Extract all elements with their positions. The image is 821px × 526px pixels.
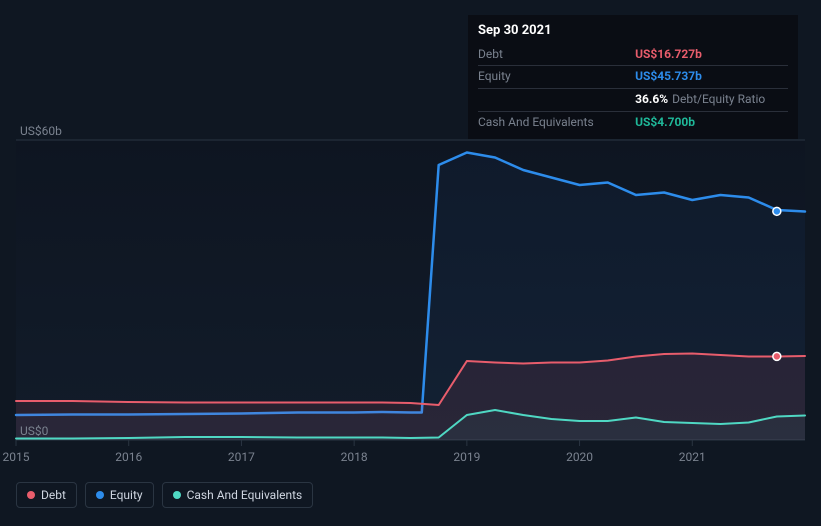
y-axis-label-min: US$0 <box>20 424 48 438</box>
legend-label: Cash And Equivalents <box>187 488 303 502</box>
tooltip-row-ratio: 36.6%Debt/Equity Ratio <box>478 89 788 112</box>
tooltip-value: 36.6%Debt/Equity Ratio <box>635 89 788 112</box>
tooltip-value: US$45.737b <box>635 66 788 89</box>
x-axis-tick-label: 2018 <box>341 450 368 464</box>
tooltip-table: Debt US$16.727b Equity US$45.737b 36.6%D… <box>478 44 788 133</box>
legend-label: Debt <box>41 488 66 502</box>
chart-tooltip: Sep 30 2021 Debt US$16.727b Equity US$45… <box>468 15 798 139</box>
x-axis-tick-label: 2021 <box>679 450 706 464</box>
legend-dot-icon <box>173 491 181 499</box>
x-axis-tick-label: 2019 <box>453 450 480 464</box>
tooltip-value: US$4.700b <box>635 111 788 133</box>
tooltip-row-debt: Debt US$16.727b <box>478 44 788 66</box>
x-axis-tick-label: 2015 <box>3 450 30 464</box>
legend-dot-icon <box>27 491 35 499</box>
legend-dot-icon <box>96 491 104 499</box>
y-axis-label-max: US$60b <box>20 124 62 138</box>
tooltip-ratio-label: Debt/Equity Ratio <box>668 92 765 106</box>
tooltip-key: Equity <box>478 66 635 89</box>
tooltip-ratio-value: 36.6% <box>635 92 668 106</box>
x-axis-tick-label: 2020 <box>566 450 593 464</box>
tooltip-title: Sep 30 2021 <box>478 21 788 44</box>
tooltip-key: Debt <box>478 44 635 66</box>
legend-item-debt[interactable]: Debt <box>16 482 77 508</box>
chart-legend: Debt Equity Cash And Equivalents <box>16 482 313 508</box>
tooltip-row-equity: Equity US$45.737b <box>478 66 788 89</box>
tooltip-key <box>478 89 635 112</box>
legend-item-equity[interactable]: Equity <box>85 482 154 508</box>
x-axis-tick-label: 2016 <box>115 450 142 464</box>
x-axis-tick-label: 2017 <box>228 450 255 464</box>
legend-item-cash[interactable]: Cash And Equivalents <box>162 482 314 508</box>
tooltip-value: US$16.727b <box>635 44 788 66</box>
tooltip-key: Cash And Equivalents <box>478 111 635 133</box>
chart-stage: US$60b US$0 2015 2016 2017 2018 2019 2020 2021… <box>0 0 821 526</box>
legend-label: Equity <box>110 488 143 502</box>
tooltip-row-cash: Cash And Equivalents US$4.700b <box>478 111 788 133</box>
